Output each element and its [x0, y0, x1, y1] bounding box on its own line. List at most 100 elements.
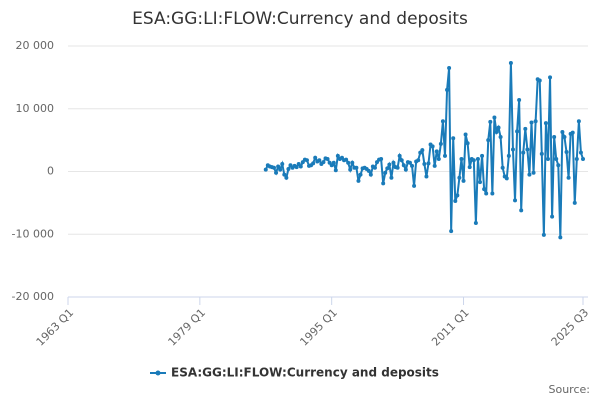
- data-point: [286, 166, 291, 171]
- x-tick-label: 1995 Q1: [297, 306, 340, 349]
- data-point: [272, 165, 276, 170]
- data-point: [407, 160, 412, 165]
- data-point: [412, 183, 417, 188]
- data-point: [356, 178, 361, 183]
- data-point: [432, 163, 437, 168]
- data-point: [399, 158, 404, 163]
- data-point: [488, 119, 493, 124]
- y-tick-label: 10 000: [16, 102, 55, 115]
- y-tick-label: 0: [47, 165, 54, 178]
- data-point: [475, 156, 480, 161]
- data-point: [459, 156, 464, 161]
- data-point: [539, 151, 544, 156]
- data-point: [440, 119, 445, 124]
- data-point: [525, 147, 530, 152]
- data-point: [284, 175, 289, 180]
- data-point: [463, 132, 468, 137]
- data-point: [531, 170, 536, 175]
- data-point: [298, 164, 303, 169]
- data-point: [451, 136, 456, 141]
- data-point: [482, 187, 487, 192]
- data-point: [486, 138, 491, 143]
- data-point: [447, 65, 452, 70]
- data-point: [449, 229, 454, 234]
- data-point: [457, 175, 462, 180]
- data-point: [467, 165, 472, 170]
- data-point: [282, 172, 287, 177]
- data-point: [515, 129, 520, 134]
- data-point: [304, 158, 309, 163]
- data-point: [348, 167, 353, 172]
- data-point: [550, 214, 555, 219]
- data-point: [554, 156, 559, 161]
- source: Source:: [549, 383, 591, 396]
- data-point: [548, 75, 553, 80]
- data-point: [465, 141, 470, 146]
- data-point: [519, 208, 524, 213]
- data-point: [455, 193, 460, 198]
- series-line: [264, 62, 584, 238]
- data-point: [576, 119, 581, 124]
- data-point: [490, 191, 495, 196]
- legend-label: ESA:GG:LI:FLOW:Currency and deposits: [171, 366, 439, 380]
- data-point: [545, 156, 550, 161]
- data-point: [578, 150, 583, 155]
- data-point: [508, 60, 513, 65]
- data-point: [416, 158, 421, 163]
- data-point: [461, 178, 466, 183]
- data-point: [325, 156, 330, 161]
- data-point: [562, 134, 567, 139]
- data-point: [381, 181, 386, 186]
- data-point: [453, 198, 458, 203]
- data-point: [473, 220, 478, 225]
- data-point: [385, 166, 390, 171]
- data-point: [529, 120, 534, 125]
- data-point: [572, 200, 577, 205]
- data-point: [389, 175, 394, 180]
- data-point: [552, 134, 557, 139]
- chart-title: ESA:GG:LI:FLOW:Currency and deposits: [132, 9, 468, 29]
- data-point: [581, 156, 585, 161]
- data-point: [556, 163, 561, 168]
- data-point: [521, 150, 526, 155]
- data-point: [510, 147, 515, 152]
- legend-marker: [155, 370, 161, 376]
- data-point: [383, 170, 388, 175]
- data-point: [430, 144, 435, 149]
- data-point: [558, 235, 563, 240]
- data-point: [570, 130, 575, 135]
- data-point: [527, 172, 532, 177]
- data-point: [471, 158, 476, 163]
- data-point: [313, 155, 318, 160]
- x-tick-label: 2025 Q3: [549, 306, 592, 349]
- data-point: [358, 172, 363, 177]
- data-point: [478, 180, 482, 185]
- data-point: [436, 156, 441, 161]
- data-point: [498, 134, 503, 139]
- data-point: [263, 167, 268, 172]
- data-point: [494, 129, 499, 134]
- data-point: [333, 168, 338, 173]
- data-point: [422, 161, 427, 166]
- data-point: [504, 176, 509, 181]
- data-point: [492, 115, 497, 120]
- data-point: [395, 165, 400, 170]
- data-point: [566, 175, 571, 180]
- data-point: [368, 172, 373, 177]
- y-tick-label: -10 000: [12, 227, 54, 240]
- data-point: [560, 129, 565, 134]
- data-point: [420, 148, 425, 153]
- data-point: [350, 160, 355, 165]
- data-point: [372, 165, 377, 170]
- data-point: [391, 160, 396, 165]
- data-point: [424, 174, 429, 179]
- data-point: [533, 119, 538, 124]
- x-tick-label: 1963 Q1: [34, 306, 77, 349]
- data-point: [517, 97, 522, 102]
- data-point: [506, 153, 511, 158]
- data-point: [484, 191, 489, 196]
- data-point: [434, 149, 439, 154]
- data-point: [294, 165, 299, 170]
- data-point: [480, 153, 485, 158]
